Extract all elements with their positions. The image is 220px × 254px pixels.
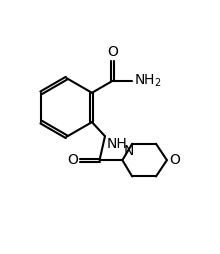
Text: NH$_2$: NH$_2$ bbox=[134, 73, 161, 89]
Text: N: N bbox=[124, 144, 134, 158]
Text: O: O bbox=[67, 153, 78, 167]
Text: O: O bbox=[107, 45, 118, 59]
Text: NH: NH bbox=[107, 137, 127, 151]
Text: O: O bbox=[169, 153, 180, 167]
